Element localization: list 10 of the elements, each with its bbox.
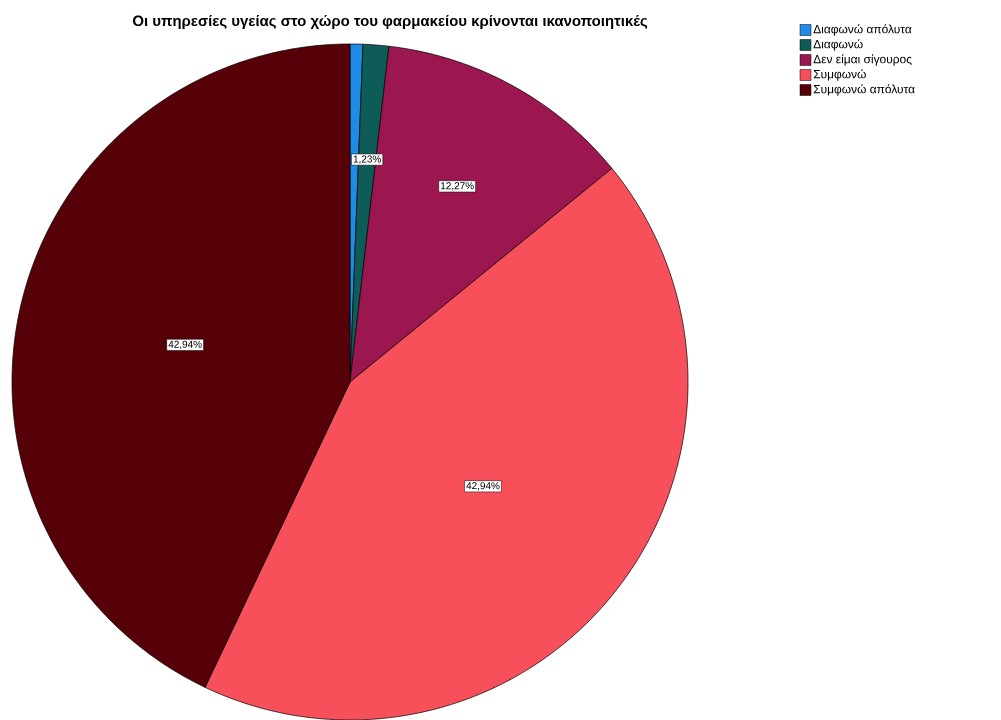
- chart-title: Οι υπηρεσίες υγείας στο χώρο του φαρμακείου κρίνονται ικανοποιητικές: [132, 14, 648, 29]
- legend-label: Διαφωνώ απόλυτα: [813, 24, 912, 36]
- data-label: 42,94%: [466, 482, 500, 491]
- legend-label: Δεν είμαι σίγουρος: [813, 54, 912, 66]
- legend-label: Συμφωνώ: [813, 69, 866, 81]
- legend-label: Συμφωνώ απόλυτα: [813, 84, 915, 96]
- legend-label: Διαφωνώ: [813, 39, 863, 51]
- data-label: 42,94%: [168, 340, 202, 349]
- data-label: 1,23%: [353, 155, 381, 164]
- data-label: 12,27%: [441, 182, 474, 191]
